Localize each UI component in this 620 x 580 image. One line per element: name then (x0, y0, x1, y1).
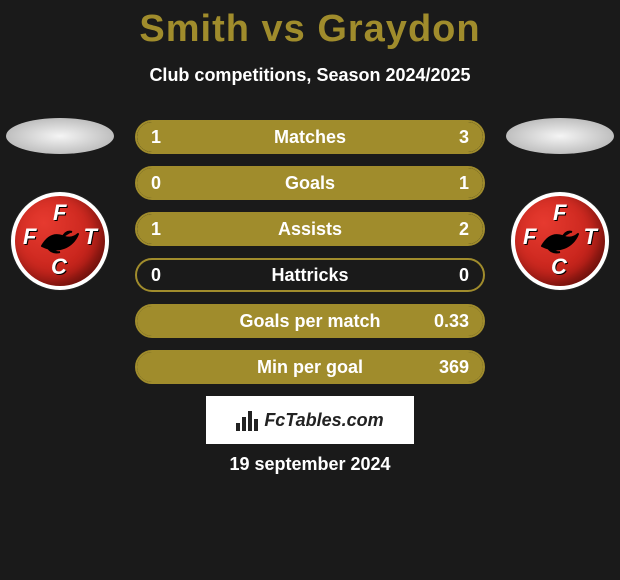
badge-letter-left: F (523, 224, 536, 250)
stat-left-value: 1 (137, 127, 193, 148)
date-text: 19 september 2024 (0, 454, 620, 475)
stat-row: 1Matches3 (135, 120, 485, 154)
page-title: Smith vs Graydon (0, 0, 620, 51)
stat-row: 1Assists2 (135, 212, 485, 246)
stat-label: Hattricks (193, 265, 427, 286)
stat-label: Matches (193, 127, 427, 148)
fish-icon (38, 226, 82, 256)
stat-right-value: 0.33 (427, 311, 483, 332)
watermark: FcTables.com (206, 396, 414, 444)
stats-table: 1Matches30Goals11Assists20Hattricks0Goal… (135, 120, 485, 396)
badge-letter-left: F (23, 224, 36, 250)
stat-label: Goals per match (193, 311, 427, 332)
badge-letter-top: F (53, 200, 66, 226)
player-left-column: F T C F (0, 118, 120, 290)
club-badge-left: F T C F (11, 192, 109, 290)
stat-label: Min per goal (193, 357, 427, 378)
badge-letter-right: T (584, 224, 597, 250)
stat-row: Min per goal369 (135, 350, 485, 384)
badge-letter-top: F (553, 200, 566, 226)
player-right-avatar (506, 118, 614, 154)
player-left-avatar (6, 118, 114, 154)
badge-letter-bottom: C (51, 254, 67, 280)
fish-icon (538, 226, 582, 256)
stat-left-value: 0 (137, 173, 193, 194)
stat-left-value: 1 (137, 219, 193, 240)
bars-icon (236, 409, 258, 431)
player-right-column: F T C F (500, 118, 620, 290)
stat-left-value: 0 (137, 265, 193, 286)
stat-right-value: 0 (427, 265, 483, 286)
stat-right-value: 2 (427, 219, 483, 240)
subtitle: Club competitions, Season 2024/2025 (0, 65, 620, 86)
club-badge-right: F T C F (511, 192, 609, 290)
badge-letter-bottom: C (551, 254, 567, 280)
stat-right-value: 3 (427, 127, 483, 148)
stat-label: Assists (193, 219, 427, 240)
stat-label: Goals (193, 173, 427, 194)
stat-right-value: 369 (427, 357, 483, 378)
watermark-text: FcTables.com (264, 410, 383, 431)
stat-row: 0Goals1 (135, 166, 485, 200)
stat-row: Goals per match0.33 (135, 304, 485, 338)
badge-letter-right: T (84, 224, 97, 250)
stat-right-value: 1 (427, 173, 483, 194)
stat-row: 0Hattricks0 (135, 258, 485, 292)
